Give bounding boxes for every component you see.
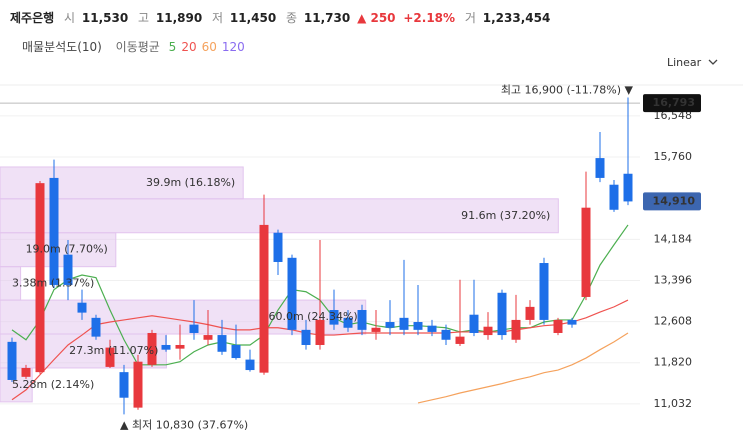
candle-body xyxy=(245,359,255,371)
chevron xyxy=(708,59,718,65)
candle-body xyxy=(567,319,577,325)
candle-body xyxy=(175,344,185,349)
candle-body xyxy=(595,158,605,178)
candle-body xyxy=(21,367,31,377)
candle-body xyxy=(581,207,591,297)
volume-profile-label: 91.6m (37.20%) xyxy=(461,209,550,222)
candle-body xyxy=(623,173,633,202)
candle-body xyxy=(147,332,157,365)
max-annotation: 최고 16,900 (-11.78%) ▼ xyxy=(501,84,634,97)
quote-header: 제주은행 시 11,530 고 11,890 저 11,450 종 11,730… xyxy=(10,10,550,25)
candle-body xyxy=(553,319,563,333)
candle-body xyxy=(539,263,549,320)
ma-title[interactable]: 이동평균 xyxy=(116,40,160,54)
candle-body xyxy=(385,322,395,328)
candle-body xyxy=(133,361,143,408)
candle-body xyxy=(161,344,171,350)
candle-body xyxy=(77,302,87,313)
price-badge xyxy=(643,94,701,113)
y-tick-label: 12,608 xyxy=(654,315,693,328)
candle-body xyxy=(7,341,17,380)
candle-body xyxy=(273,232,283,262)
y-tick-label: 11,820 xyxy=(654,356,693,369)
ma-legend-entry: 20 xyxy=(181,40,196,54)
candle-body xyxy=(427,325,437,332)
ma-legend-entry: 5 xyxy=(169,40,177,54)
candle-body xyxy=(63,254,73,285)
candle-body xyxy=(105,347,115,367)
plot-area: 16,548 15,760 14,184 13,396 12,608 11,820 11,0… xyxy=(0,84,693,431)
change-pct: +2.18% xyxy=(403,11,455,25)
y-tick-label: 15,760 xyxy=(654,150,693,163)
candle-body xyxy=(301,329,311,345)
candle-body xyxy=(217,335,227,352)
volume-profile-toggle[interactable]: 매물분석도(10) xyxy=(22,40,102,54)
quote-value: 11,890 xyxy=(156,11,202,25)
candle-body xyxy=(189,324,199,333)
candle-body xyxy=(371,327,381,332)
volume-profile-label: 39.9m (16.18%) xyxy=(146,176,235,189)
y-tick-label: 11,032 xyxy=(654,397,693,410)
quote-label: 저 xyxy=(212,11,223,25)
quote-label: 고 xyxy=(138,11,149,25)
indicator-bar: 매물분석도(10) 이동평균 5 20 60 120 xyxy=(22,40,245,54)
quote-label: 거 xyxy=(465,11,476,25)
price-badge-label: 14,910 xyxy=(653,194,696,207)
volume-profile-bar xyxy=(0,299,367,335)
volume-profile-label: 60.0m (24.34%) xyxy=(268,310,357,323)
price-badge-label: 16,793 xyxy=(653,96,695,109)
volume-profile-label: 5.28m (2.14%) xyxy=(12,378,94,391)
candle-body xyxy=(525,306,535,320)
price-badge xyxy=(643,192,701,211)
ma-legend: 5 20 60 120 xyxy=(169,40,245,54)
quote-label: 종 xyxy=(286,11,297,25)
candle-body xyxy=(343,317,353,328)
candle-body xyxy=(413,322,423,330)
y-tick-label: 14,184 xyxy=(654,232,693,245)
candle-body xyxy=(441,329,451,340)
candle-body xyxy=(511,319,521,340)
quote-value: 11,730 xyxy=(304,11,350,25)
candle-body xyxy=(609,184,619,210)
candle-body xyxy=(259,224,269,373)
candle-body xyxy=(49,177,59,285)
stock-name: 제주은행 xyxy=(10,10,54,25)
candle-body xyxy=(455,336,465,344)
candle-body xyxy=(35,183,45,373)
candle-body xyxy=(315,319,325,345)
ma-legend-entry: 60 xyxy=(202,40,217,54)
change: ▲ 250 xyxy=(357,11,395,25)
volume-profile-label: 19.0m (7.70%) xyxy=(26,243,108,256)
candle-body xyxy=(91,317,101,337)
candle-body xyxy=(231,344,241,359)
candle-body xyxy=(287,257,297,330)
y-tick-label: 16,548 xyxy=(654,109,693,122)
candle-body xyxy=(357,310,367,330)
quote-value: 11,530 xyxy=(82,11,128,25)
min-annotation: ▲ 최저 10,830 (37.67%) xyxy=(120,418,248,431)
candle-body xyxy=(469,314,479,333)
y-tick-label: 13,396 xyxy=(654,273,693,286)
volume-profile-label: 27.3m (11.07%) xyxy=(69,344,158,357)
ma-legend-entry: 120 xyxy=(222,40,245,54)
scale-mode[interactable]: Linear xyxy=(667,56,702,69)
candle-body xyxy=(483,326,493,336)
candle-body xyxy=(399,317,409,330)
scale-toggle[interactable]: Linear xyxy=(667,56,718,69)
quote-label: 시 xyxy=(64,11,75,25)
volume: 1,233,454 xyxy=(483,11,551,25)
candle-body xyxy=(329,310,339,325)
candle-body xyxy=(203,335,213,340)
moving-average-line xyxy=(417,332,629,404)
quote-value: 11,450 xyxy=(230,11,276,25)
candle-body xyxy=(119,372,129,398)
volume-profile-bar xyxy=(0,198,559,234)
volume-profile-label: 3.38m (1.37%) xyxy=(12,276,94,289)
candle-body xyxy=(497,292,507,336)
